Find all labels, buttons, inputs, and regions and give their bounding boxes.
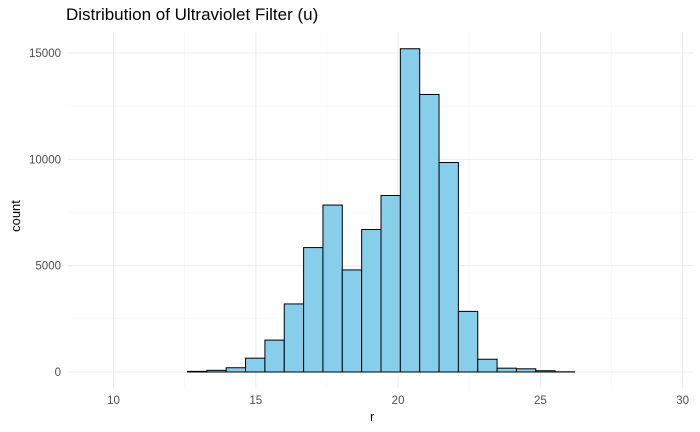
grid-lines (68, 32, 694, 388)
histogram-bar (361, 229, 382, 373)
x-tick-label: 20 (392, 395, 405, 407)
x-axis-label: r (370, 409, 375, 424)
histogram-bar (303, 247, 324, 373)
y-tick-label: 5000 (35, 261, 61, 273)
histogram-bar (515, 368, 537, 373)
x-tick-label: 15 (249, 395, 262, 407)
histogram-bar (535, 370, 556, 373)
histogram-bars (187, 48, 575, 373)
histogram-bar (206, 369, 227, 373)
histogram-bar (496, 367, 517, 373)
histogram-bar (245, 357, 266, 373)
histogram-bar (283, 303, 305, 373)
histogram-bar (457, 310, 479, 373)
y-tick-label: 10000 (29, 154, 61, 166)
histogram-bar (187, 370, 208, 373)
histogram-bar (225, 367, 247, 373)
histogram-bar (322, 204, 343, 373)
y-tick-label: 15000 (29, 48, 61, 60)
x-tick-label: 10 (107, 395, 120, 407)
histogram-bar (341, 269, 363, 373)
histogram-bar (438, 162, 459, 373)
axis-tick-labels: 10 15 20 25 30 0 5000 10000 15000 (29, 48, 689, 407)
histogram-bar (380, 194, 401, 373)
y-tick-label: 0 (55, 367, 61, 379)
histogram-bar (419, 93, 440, 373)
chart-title: Distribution of Ultraviolet Filter (u) (66, 5, 319, 24)
x-tick-label: 30 (676, 395, 689, 407)
histogram-bar (477, 358, 498, 373)
histogram-bar (264, 339, 285, 373)
x-tick-label: 25 (534, 395, 547, 407)
histogram-bar (399, 48, 421, 373)
